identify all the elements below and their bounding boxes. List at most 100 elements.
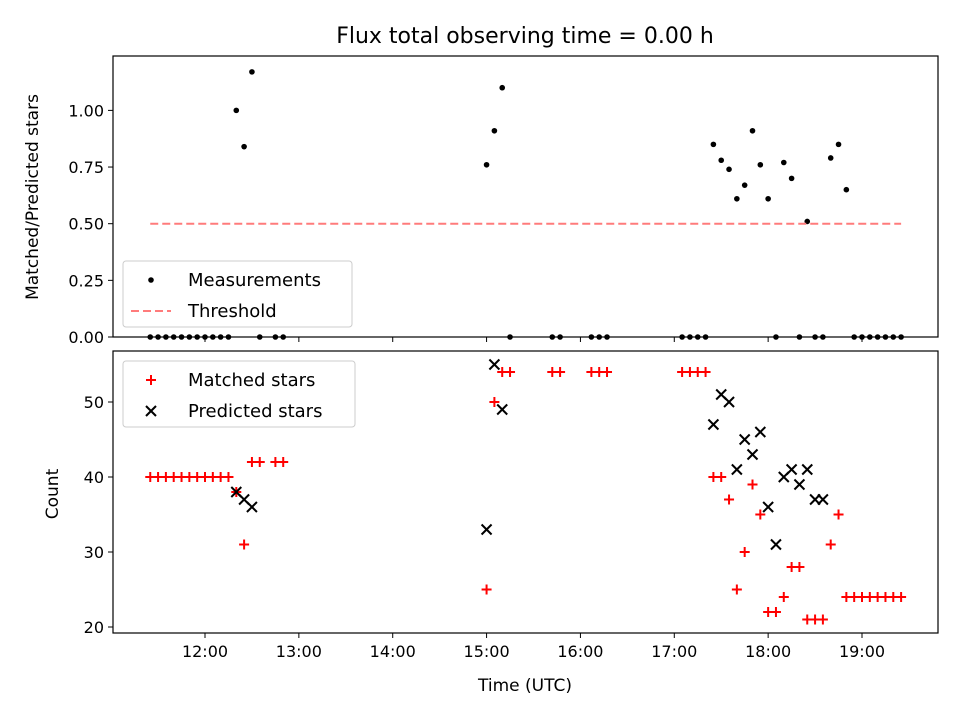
x-tick-label: 15:00	[464, 642, 510, 661]
data-point	[488, 358, 501, 371]
y-tick-label: 1.00	[68, 101, 104, 120]
data-point	[762, 501, 774, 513]
y-tick: 30	[84, 543, 113, 562]
data-point	[833, 509, 844, 520]
data-point	[746, 448, 759, 461]
x-tick: 19:00	[839, 633, 885, 661]
data-point	[731, 463, 743, 476]
data-point	[496, 403, 508, 416]
x-tick-label: 18:00	[745, 642, 791, 661]
plot-frame	[112, 350, 939, 634]
data-point	[773, 334, 779, 340]
data-point	[707, 418, 720, 431]
series-matched-stars	[145, 367, 907, 625]
data-point	[820, 334, 826, 340]
data-point	[785, 463, 798, 476]
legend-entry: Measurements	[148, 270, 321, 291]
data-point	[765, 195, 771, 202]
data-point	[835, 141, 842, 148]
data-point	[755, 509, 766, 520]
data-point	[241, 143, 247, 150]
data-point	[827, 155, 834, 161]
data-point	[734, 195, 740, 202]
legend-entry: Matched stars	[146, 370, 315, 391]
x-tick-label: 12:00	[182, 642, 228, 661]
y-tick: 20	[84, 618, 113, 637]
bottom-y-axis-label: Count	[43, 468, 63, 519]
data-point	[867, 334, 873, 340]
data-point	[859, 334, 865, 340]
x-tick-label: 19:00	[839, 642, 885, 661]
y-tick: 1.00	[68, 101, 113, 120]
legend: Matched stars Predicted stars	[122, 360, 356, 428]
data-point	[499, 84, 506, 91]
data-point	[796, 334, 803, 340]
data-point	[817, 493, 829, 506]
data-point	[710, 141, 717, 148]
data-point	[754, 426, 767, 438]
data-point	[604, 334, 610, 340]
data-point	[778, 592, 789, 602]
data-point	[780, 159, 787, 166]
data-point	[741, 182, 748, 188]
data-point	[210, 334, 216, 340]
x-tick-label: 13:00	[276, 642, 322, 661]
data-point	[147, 334, 154, 340]
data-point	[483, 161, 490, 168]
data-point	[280, 334, 287, 340]
x-tick: 12:00	[182, 633, 228, 661]
data-point	[770, 538, 782, 551]
legend-entry: Predicted stars	[145, 401, 322, 422]
data-point	[217, 334, 224, 340]
y-tick-label: 0.00	[68, 328, 104, 347]
data-point	[851, 334, 857, 340]
data-point	[596, 334, 602, 340]
data-point	[225, 334, 232, 340]
y-tick-label: 0.75	[68, 158, 104, 177]
y-tick-label: 30	[84, 543, 104, 562]
top-panel: 0.00 0.25 0.50 0.75 1.00 Measurements Threshol…	[68, 55, 939, 347]
data-point	[239, 539, 250, 550]
data-point	[898, 334, 904, 340]
legend-entry: Threshold	[131, 301, 277, 322]
data-point	[505, 367, 516, 377]
data-point	[882, 334, 889, 340]
y-tick: 50	[84, 393, 113, 412]
data-point	[233, 107, 240, 114]
data-point	[724, 494, 735, 505]
data-point	[254, 457, 265, 467]
data-point	[726, 166, 732, 173]
data-point	[739, 547, 750, 557]
data-point	[246, 501, 258, 513]
y-tick: 0.50	[68, 215, 113, 234]
x-tick: 14:00	[370, 633, 416, 661]
data-point	[896, 592, 907, 602]
data-point	[788, 175, 795, 182]
data-point	[249, 69, 255, 75]
y-tick: 0.25	[68, 271, 113, 290]
data-point	[749, 127, 756, 134]
data-point	[256, 334, 263, 340]
y-tick-label: 0.25	[68, 271, 104, 290]
data-point	[801, 463, 813, 476]
data-point	[700, 367, 711, 377]
data-point	[557, 334, 563, 340]
data-point	[489, 397, 500, 407]
data-point	[687, 334, 693, 340]
data-point	[702, 334, 709, 340]
plot-frame	[112, 55, 939, 338]
x-tick: 16:00	[557, 633, 603, 661]
data-point	[694, 334, 701, 340]
data-point	[817, 614, 828, 625]
data-point	[716, 472, 727, 482]
top-y-axis-label: Matched/Predicted stars	[23, 94, 43, 300]
data-point	[890, 334, 897, 340]
data-point	[723, 396, 735, 408]
data-point	[223, 472, 234, 482]
data-point	[549, 334, 556, 340]
data-point	[825, 539, 836, 550]
data-point	[155, 334, 161, 340]
data-point	[874, 334, 881, 340]
data-point	[555, 367, 566, 377]
data-point	[481, 584, 492, 595]
